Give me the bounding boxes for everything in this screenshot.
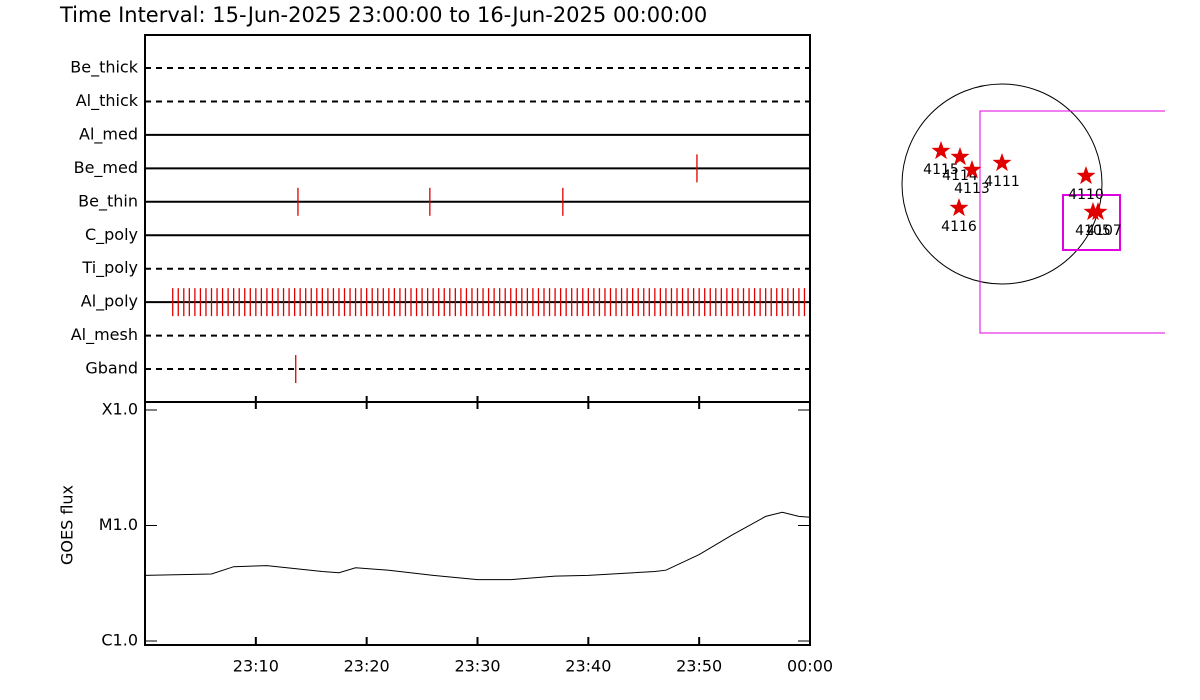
flux-frame (144, 401, 811, 646)
x-tick-label: 23:20 (344, 657, 390, 676)
row-label: Al_poly (81, 292, 138, 312)
y-tick-label: M1.0 (99, 515, 138, 534)
y-tick-label: C1.0 (101, 631, 138, 650)
chart-title: Time Interval: 15-Jun-2025 23:00:00 to 1… (59, 3, 707, 27)
region-label: 4105 (1075, 223, 1111, 239)
region-label: 4113 (954, 181, 990, 197)
x-tick-label: 23:50 (676, 657, 722, 676)
region-label: 4111 (984, 174, 1020, 190)
region-star (992, 153, 1012, 172)
region-star (950, 147, 970, 166)
row-label: Ti_poly (81, 258, 138, 278)
row-label: Al_med (79, 124, 138, 144)
region-star (931, 141, 951, 160)
row-label: Be_thick (70, 58, 138, 78)
x-tick-label: 00:00 (787, 657, 833, 676)
row-label: Be_thin (78, 191, 138, 211)
y-tick-label: X1.0 (102, 400, 138, 419)
event-frame (144, 34, 811, 403)
row-label: C_poly (85, 225, 138, 245)
y-axis-label: GOES flux (58, 485, 77, 565)
region-label: 4110 (1068, 187, 1104, 203)
row-label: Gband (85, 359, 138, 378)
row-label: Al_mesh (71, 325, 138, 345)
region-star (1076, 166, 1096, 185)
region-label: 4115 (923, 162, 959, 178)
row-label: Be_med (74, 158, 138, 178)
x-tick-label: 23:40 (565, 657, 611, 676)
region-star (1088, 202, 1108, 221)
region-label: 4107 (1086, 223, 1122, 239)
region-label: 4116 (941, 219, 977, 235)
flux-line (144, 511, 811, 581)
region-star (962, 160, 982, 179)
x-tick-label: 23:10 (233, 657, 279, 676)
fov-box (1062, 194, 1121, 251)
row-label: Al_thick (76, 91, 139, 111)
region-star (949, 198, 969, 217)
x-tick-label: 23:30 (454, 657, 500, 676)
fov-box (979, 110, 1165, 334)
solar-disk (901, 83, 1103, 285)
